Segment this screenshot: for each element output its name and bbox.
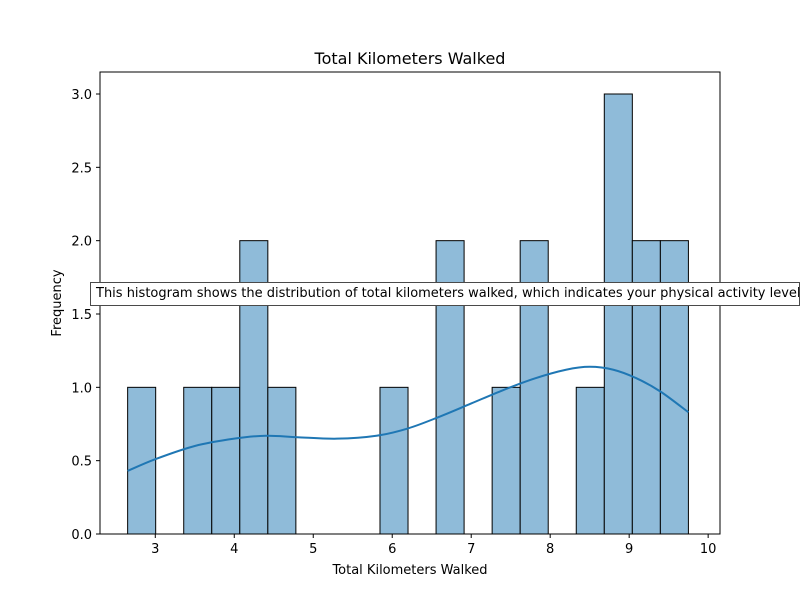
x-tick-label: 7 [467, 542, 475, 557]
bars-group [127, 93, 689, 535]
histogram-bar [379, 386, 409, 535]
histogram-bar [183, 386, 213, 535]
histogram-bar [211, 386, 241, 535]
y-axis-ticks: 0.0 0.5 1.0 1.5 2.0 2.5 3.0 [71, 88, 100, 543]
y-tick-label: 2.5 [71, 161, 92, 176]
x-axis-ticks: 3 4 5 6 7 8 9 10 [151, 534, 716, 557]
y-axis-label: Frequency [50, 269, 65, 336]
x-tick-label: 5 [309, 542, 317, 557]
histogram-bar [267, 386, 297, 535]
x-tick-label: 3 [151, 542, 159, 557]
x-tick-label: 9 [625, 542, 633, 557]
y-tick-label: 0.0 [71, 528, 92, 543]
x-tick-label: 6 [388, 542, 396, 557]
y-tick-label: 1.0 [71, 381, 92, 396]
x-tick-label: 4 [230, 542, 238, 557]
kde-curve [127, 365, 690, 472]
histogram-bar [491, 386, 521, 535]
histogram-bar [575, 386, 605, 535]
x-tick-label: 8 [546, 542, 554, 557]
annotation-box: This histogram shows the distribution of… [90, 282, 800, 306]
x-axis-label: Total Kilometers Walked [331, 563, 487, 578]
y-tick-label: 1.5 [71, 308, 92, 323]
y-tick-label: 3.0 [71, 88, 92, 103]
x-tick-label: 10 [700, 542, 717, 557]
y-tick-label: 2.0 [71, 235, 92, 250]
y-tick-label: 0.5 [71, 455, 92, 470]
chart-title: Total Kilometers Walked [314, 49, 506, 68]
histogram-bar [603, 93, 633, 535]
